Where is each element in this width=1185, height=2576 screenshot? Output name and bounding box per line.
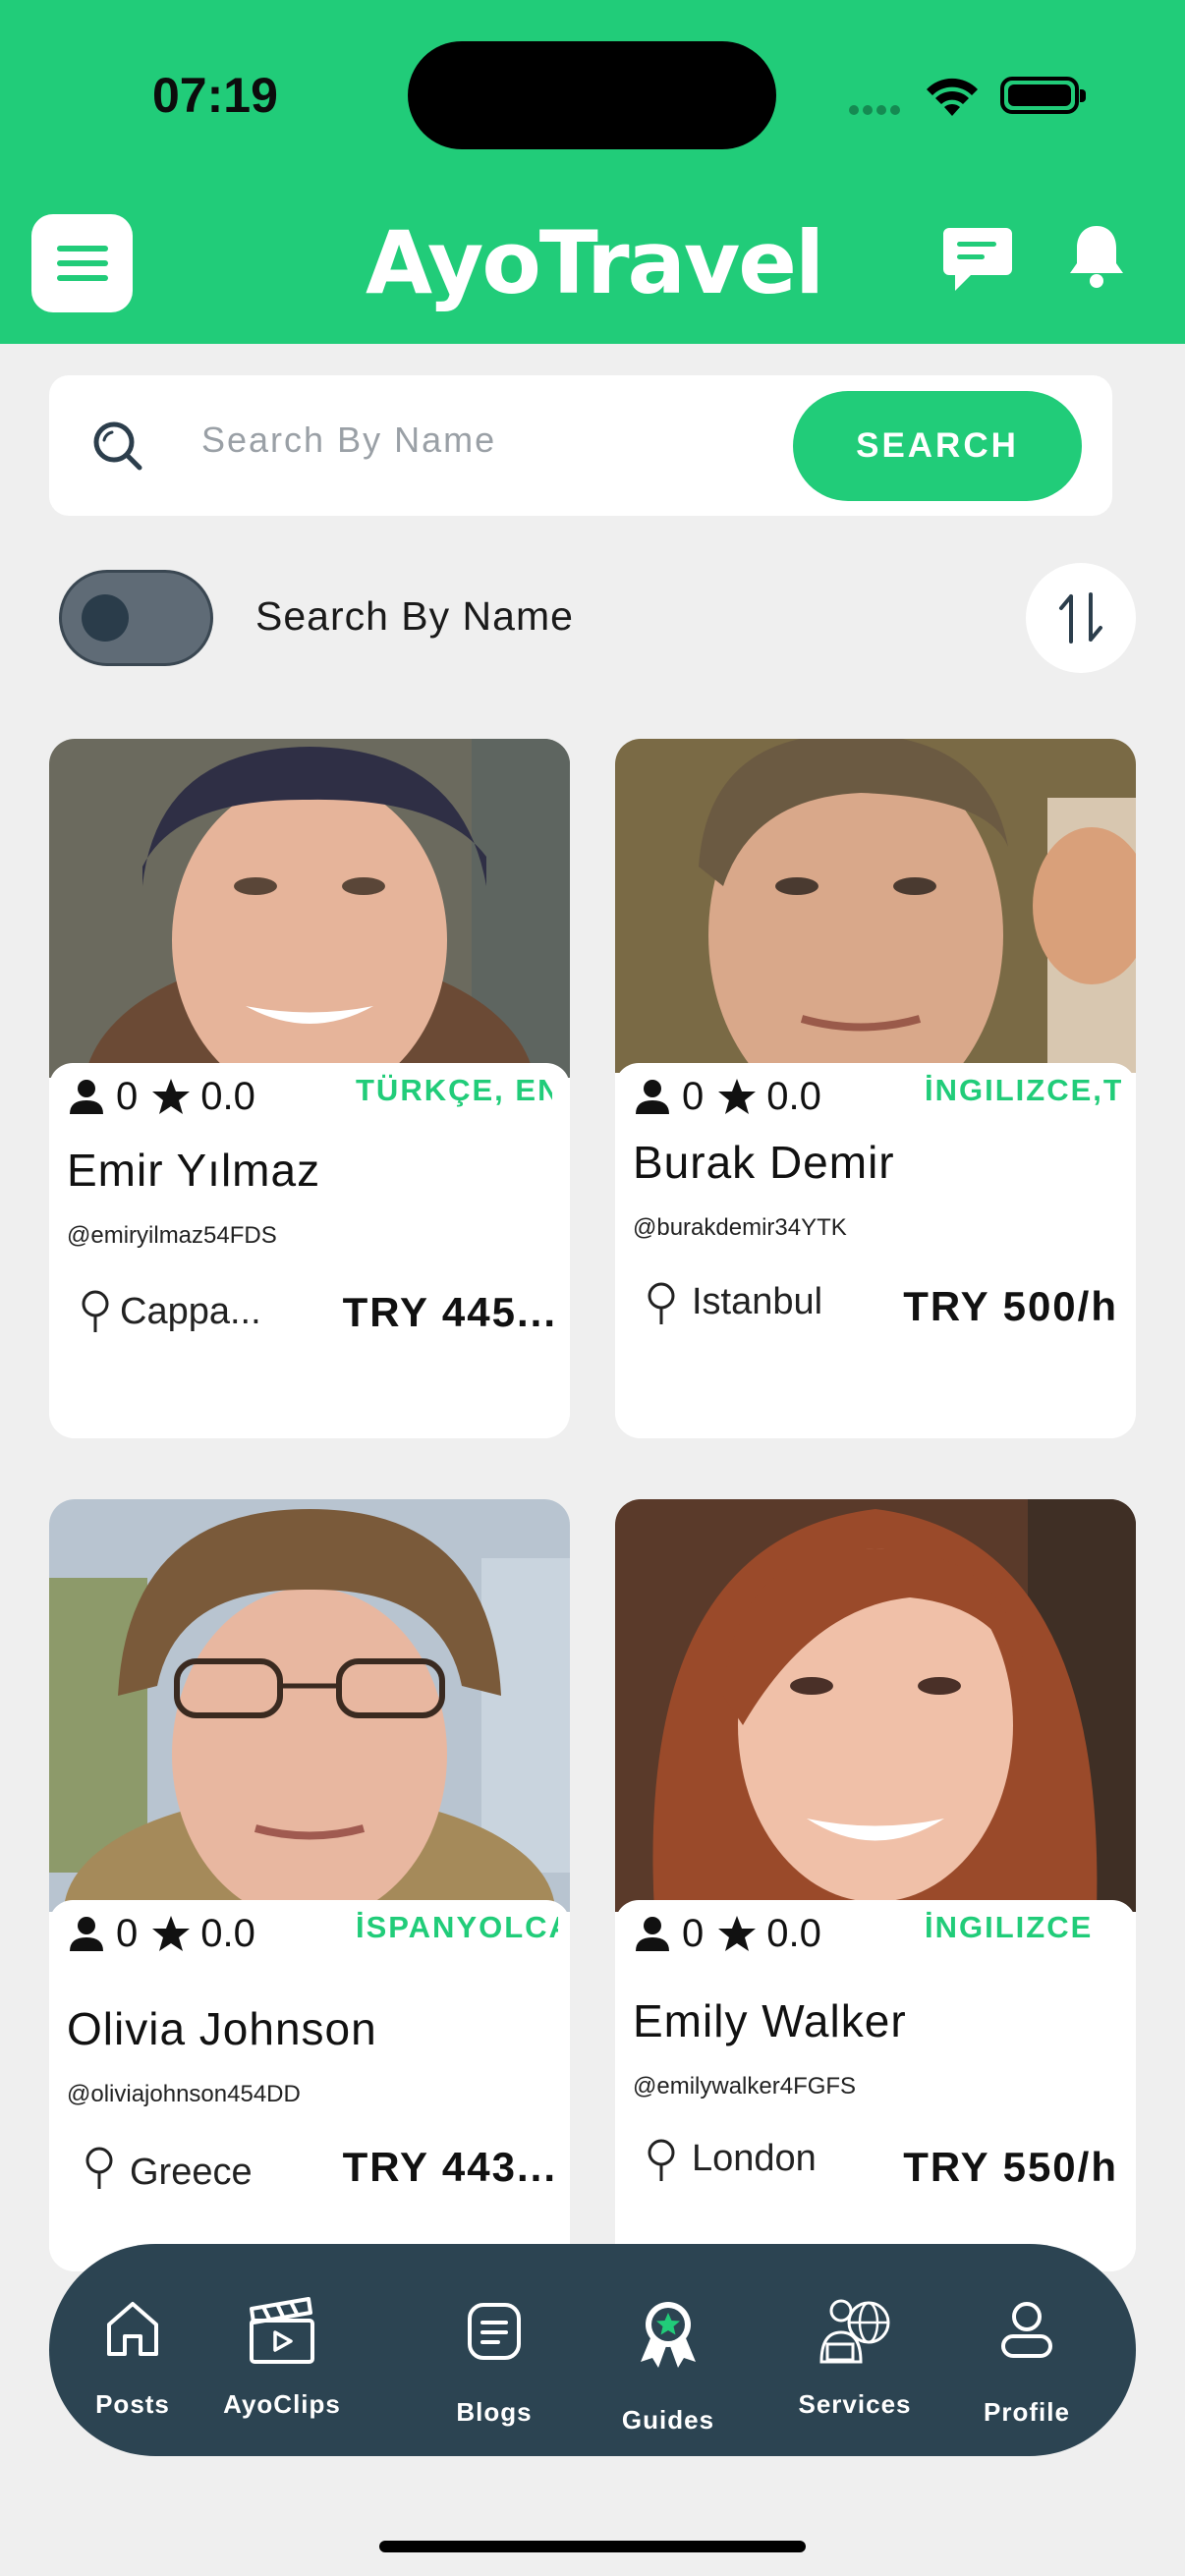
guide-location: Cappa... — [120, 1291, 261, 1332]
guide-location: Istanbul — [692, 1281, 823, 1322]
search-icon — [93, 421, 142, 471]
guide-handle: @oliviajohnson454DD — [67, 2081, 301, 2107]
follower-count: 0 — [116, 1911, 139, 1955]
guide-info: 0 0.0 TÜRKÇE, ENG Emir Yılmaz @emiryilma… — [49, 1063, 570, 1438]
bell-icon[interactable] — [1067, 222, 1126, 291]
guide-name: Emily Walker — [633, 1995, 907, 2046]
blog-icon — [468, 2303, 521, 2360]
guide-card[interactable]: 0 0.0 TÜRKÇE, ENG Emir Yılmaz @emiryilma… — [49, 739, 570, 1438]
location-pin-icon — [648, 1282, 675, 1324]
guide-languages: İSPANYOLCA — [356, 1910, 558, 1944]
follower-count: 0 — [116, 1074, 139, 1118]
nav-label: AyoClips — [223, 2389, 341, 2419]
app-logo: AyoTravel — [366, 212, 824, 313]
guide-handle: @emiryilmaz54FDS — [67, 1222, 277, 1249]
guide-price: TRY 443... — [342, 2144, 557, 2190]
rating: 0.0 — [200, 1074, 255, 1118]
guide-price: TRY 500/h — [903, 1283, 1118, 1329]
person-icon — [636, 1917, 669, 1951]
nav-label: Blogs — [456, 2397, 533, 2427]
guide-photo — [615, 739, 1136, 1073]
nav-item-blogs[interactable]: Blogs — [421, 2244, 568, 2456]
wifi-icon — [927, 78, 978, 116]
status-time: 07:19 — [152, 68, 278, 123]
rating: 0.0 — [200, 1911, 255, 1955]
chat-icon[interactable] — [941, 224, 1014, 295]
guide-info: 0 0.0 İNGILIZCE,T Burak Demir @burakdemi… — [615, 1063, 1136, 1438]
toggle-label: Search By Name — [255, 593, 574, 639]
star-icon — [718, 1079, 757, 1114]
cellular-signal-icon — [849, 102, 908, 116]
nav-label: Services — [798, 2389, 912, 2419]
search-button[interactable]: SEARCH — [793, 391, 1082, 501]
follower-count: 0 — [682, 1074, 705, 1118]
home-indicator[interactable] — [379, 2541, 806, 2552]
location-pin-icon — [85, 2147, 113, 2189]
guide-price: TRY 550/h — [903, 2144, 1118, 2190]
hamburger-icon — [56, 246, 108, 252]
app-header: 07:19 AyoTravel — [0, 0, 1185, 344]
guide-location: London — [692, 2138, 817, 2179]
follower-count: 0 — [682, 1911, 705, 1955]
nav-item-guides[interactable]: Guides — [594, 2244, 742, 2456]
guide-card[interactable]: 0 0.0 İNGILIZCE,T Burak Demir @burakdemi… — [615, 739, 1136, 1438]
guide-photo — [49, 739, 570, 1078]
location-pin-icon — [82, 1290, 109, 1332]
person-icon — [70, 1080, 103, 1114]
nav-item-posts[interactable]: Posts — [59, 2244, 206, 2456]
guide-location: Greece — [130, 2152, 253, 2193]
guide-badge-icon — [641, 2302, 696, 2368]
guide-name: Emir Yılmaz — [67, 1145, 321, 1196]
bottom-navigation: Posts AyoClips Blogs Guides — [49, 2244, 1136, 2456]
guide-card[interactable]: 0 0.0 İNGILIZCE Emily Walker @emilywalke… — [615, 1499, 1136, 2271]
guide-card[interactable]: 0 0.0 İSPANYOLCA Olivia Johnson @oliviaj… — [49, 1499, 570, 2271]
guide-handle: @emilywalker4FGFS — [633, 2073, 857, 2100]
nav-label: Profile — [984, 2397, 1070, 2427]
person-icon — [70, 1917, 103, 1951]
guide-photo — [615, 1499, 1136, 1912]
nav-label: Guides — [621, 2405, 715, 2435]
services-icon — [819, 2299, 890, 2364]
nav-item-profile[interactable]: Profile — [953, 2244, 1100, 2456]
star-icon — [152, 1916, 191, 1951]
guide-name: Burak Demir — [633, 1137, 895, 1188]
dynamic-island — [408, 41, 776, 149]
sort-arrows-icon — [1059, 592, 1102, 644]
menu-button[interactable] — [31, 214, 133, 312]
home-icon — [107, 2302, 158, 2356]
nav-item-services[interactable]: Services — [776, 2244, 933, 2456]
star-icon — [718, 1916, 757, 1951]
guide-info: 0 0.0 İSPANYOLCA Olivia Johnson @oliviaj… — [49, 1900, 570, 2271]
person-icon — [636, 1080, 669, 1114]
guide-price: TRY 445... — [342, 1289, 557, 1335]
battery-icon — [1000, 77, 1086, 114]
guide-name: Olivia Johnson — [67, 2003, 377, 2054]
search-by-name-toggle[interactable] — [59, 570, 213, 666]
guide-languages: İNGILIZCE — [925, 1910, 1094, 1944]
search-input[interactable] — [201, 403, 752, 477]
nav-item-ayoclips[interactable]: AyoClips — [198, 2244, 366, 2456]
location-pin-icon — [648, 2139, 675, 2181]
guide-handle: @burakdemir34YTK — [633, 1214, 847, 1241]
rating: 0.0 — [766, 1911, 821, 1955]
guide-languages: İNGILIZCE,T — [925, 1073, 1121, 1107]
star-icon — [152, 1079, 191, 1114]
guide-languages: TÜRKÇE, ENG — [356, 1073, 552, 1107]
nav-label: Posts — [95, 2389, 170, 2419]
sort-button[interactable] — [1026, 563, 1136, 673]
clapperboard-icon — [250, 2297, 314, 2364]
rating: 0.0 — [766, 1074, 821, 1118]
profile-icon — [1001, 2302, 1052, 2358]
guide-photo — [49, 1499, 570, 1912]
guide-info: 0 0.0 İNGILIZCE Emily Walker @emilywalke… — [615, 1900, 1136, 2271]
